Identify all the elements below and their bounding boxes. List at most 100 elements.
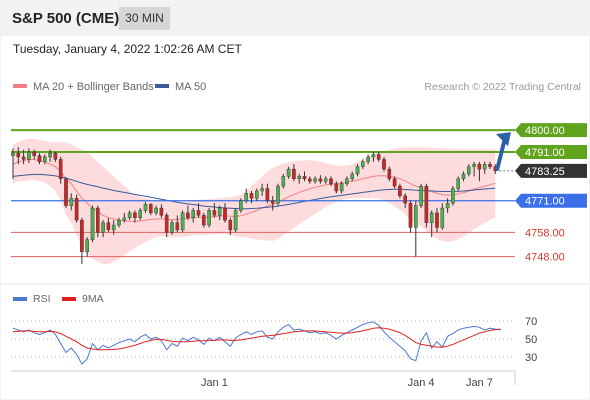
copyright-notice: Research © 2022 Trading Central: [424, 81, 581, 93]
candle-body: [260, 188, 264, 192]
ma50-legend-label: MA 50: [175, 81, 206, 93]
candle-body: [429, 212, 434, 223]
candle-body: [445, 202, 450, 209]
candle-body: [355, 166, 360, 175]
candle-body: [286, 168, 291, 177]
candle-body: [419, 185, 423, 206]
candle-body: [334, 183, 339, 192]
rsi-ma-line: [12, 327, 501, 351]
ma50-legend-swatch: [155, 84, 169, 88]
candle-body: [488, 164, 492, 167]
candle-body: [64, 178, 68, 206]
candle-body: [270, 200, 275, 204]
candle-body: [175, 222, 180, 231]
candle-body: [239, 200, 243, 211]
candle-body: [451, 188, 455, 204]
resistance-label-0: 4800.00: [525, 125, 565, 137]
x-tick-label-1: Jan 4: [408, 377, 435, 389]
candle-body: [382, 159, 386, 170]
candle-body: [408, 202, 413, 228]
candle-body: [265, 188, 270, 201]
candle-body: [154, 207, 158, 214]
x-tick-label-0: Jan 1: [201, 377, 228, 389]
candle-body: [201, 215, 206, 226]
candle-body: [371, 154, 376, 158]
candle-body: [207, 210, 211, 226]
candle-body: [323, 178, 328, 182]
candle-body: [16, 153, 21, 158]
candle-body: [85, 239, 89, 253]
candle-body: [127, 212, 132, 218]
candle-body: [228, 219, 233, 231]
candle-body: [37, 155, 42, 162]
candle-body: [350, 173, 355, 180]
pivot-tag-3: [515, 193, 587, 208]
resistance-tag-1: [515, 145, 587, 160]
candle-body: [217, 207, 222, 216]
timeframe-button[interactable]: 30 MIN: [119, 7, 170, 30]
last-price-label: 4783.25: [525, 166, 565, 178]
candle-body: [143, 204, 148, 211]
candle-body: [292, 168, 296, 180]
candle-body: [345, 178, 349, 184]
candle-body: [90, 207, 95, 240]
candle-body: [74, 198, 79, 221]
candle-body: [27, 151, 31, 160]
candle-body: [21, 156, 26, 160]
candle-body: [472, 164, 476, 167]
forecast-arrow-head: [496, 132, 511, 147]
candle-body: [180, 212, 185, 231]
last-price-tag: [515, 163, 587, 178]
candle-body: [281, 176, 286, 187]
candle-body: [58, 159, 63, 180]
candle-body: [467, 166, 471, 175]
candle-body: [122, 217, 127, 221]
candle-body: [376, 154, 381, 160]
candle-body: [456, 178, 461, 189]
candle-body: [414, 205, 418, 228]
instrument-title: S&P 500 (CME): [12, 10, 120, 27]
chart-header: S&P 500 (CME) 30 MIN: [0, 0, 590, 36]
candle-body: [69, 198, 74, 206]
candle-body: [170, 222, 174, 233]
candle-body: [297, 176, 302, 180]
candle-body: [249, 193, 254, 199]
candle-body: [32, 151, 36, 156]
candle-body: [318, 178, 323, 182]
candle-body: [254, 190, 259, 199]
candle-body: [461, 173, 466, 180]
rsi-ma-legend-swatch: [62, 297, 76, 301]
candle-body: [387, 168, 392, 180]
candle-body: [329, 178, 333, 184]
ma20-legend-label: MA 20 + Bollinger Bands: [33, 81, 154, 93]
candle-body: [482, 164, 487, 170]
candle-body: [53, 153, 58, 160]
ma50-line: [12, 173, 496, 210]
x-tick-label-2: Jan 7: [466, 377, 493, 389]
timestamp: Tuesday, January 4, 2022 1:02:26 AM CET: [13, 42, 242, 56]
candle-body: [80, 219, 84, 253]
candle-body: [133, 212, 137, 218]
candle-body: [424, 185, 429, 223]
forecast-arrow-shaft: [495, 136, 507, 171]
candle-body: [111, 224, 116, 231]
rsi-legend-swatch: [13, 297, 27, 301]
candle-body: [392, 178, 397, 187]
support-label-5: 4748.00: [525, 252, 565, 264]
resistance-label-1: 4791.00: [525, 147, 565, 159]
candle-body: [95, 207, 100, 233]
ma20-legend-swatch: [13, 84, 27, 88]
candle-body: [403, 195, 408, 204]
candle-body: [164, 215, 169, 233]
candle-body: [244, 193, 249, 201]
candle-body: [186, 212, 190, 218]
candle-body: [398, 185, 402, 197]
pivot-label-3: 4771.00: [525, 196, 565, 208]
candle-body: [276, 185, 280, 204]
rsi-ma-legend-label: 9MA: [82, 293, 104, 305]
candle-body: [440, 207, 445, 228]
candle-body: [212, 210, 217, 216]
candle-body: [138, 210, 143, 218]
